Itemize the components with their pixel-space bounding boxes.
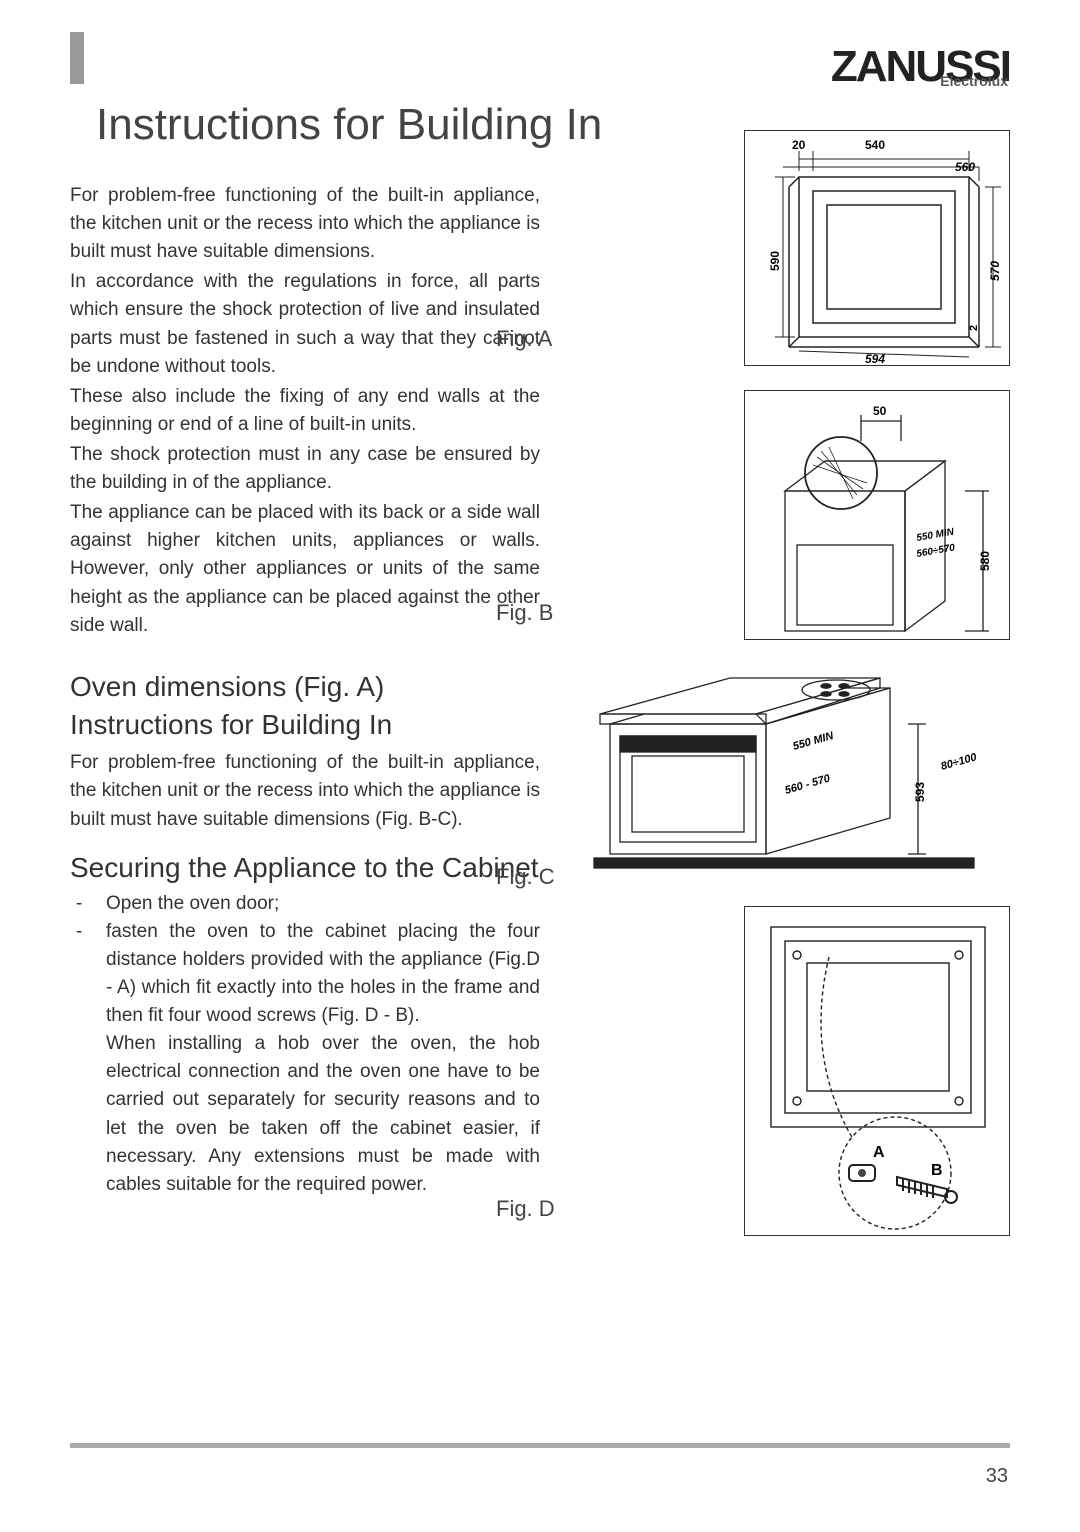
figure-b: Fig. B (580, 390, 1010, 640)
dim-c-560: 560 - 570 (784, 772, 833, 797)
figure-b-diagram: 50 550 MIN 560÷570 580 (745, 391, 1011, 641)
para-4: The shock protection must in any case be… (70, 441, 540, 497)
label-b: B (931, 1162, 943, 1179)
para-6: For problem-free functioning of the buil… (70, 749, 540, 833)
dim-c-550: 550 MIN (792, 730, 836, 753)
dim-c-80: 80÷100 (940, 751, 979, 773)
figures-column: Fig. A (580, 130, 1010, 1260)
figure-c: Fig. C (580, 664, 1010, 882)
list-item-2: fasten the oven to the cabinet placing t… (70, 918, 540, 1030)
dim-594: 594 (865, 352, 885, 366)
page-title: Instructions for Building In (96, 100, 602, 150)
dim-550min: 550 MIN (916, 526, 956, 544)
dim-560: 560 (955, 160, 975, 174)
subheading-line1: Oven dimensions (Fig. A) (70, 668, 540, 706)
figure-d: Fig. D (580, 906, 1010, 1236)
para-5: The appliance can be placed with its bac… (70, 499, 540, 640)
dim-590: 590 (768, 251, 782, 271)
securing-list: Open the oven door; fasten the oven to t… (70, 890, 540, 1031)
dim-20: 20 (792, 138, 806, 152)
dim-50: 50 (873, 404, 887, 418)
figure-d-diagram: A B (745, 907, 1011, 1237)
dim-570: 570 (988, 261, 1002, 281)
subheading-securing: Securing the Appliance to the Cabinet (70, 852, 540, 884)
page-number: 33 (986, 1465, 1008, 1488)
para-2: In accordance with the regulations in fo… (70, 268, 540, 380)
label-a: A (873, 1144, 885, 1161)
subheading-line2: Instructions for Building In (70, 706, 540, 744)
main-text-column: For problem-free functioning of the buil… (70, 182, 540, 1199)
dim-560-570: 560÷570 (916, 542, 957, 560)
dim-580: 580 (978, 551, 992, 571)
brand-sub: Electrolux (940, 73, 1008, 89)
list-item-2-cont: When installing a hob over the oven, the… (70, 1030, 540, 1199)
bottom-rule (70, 1443, 1010, 1448)
list-item-1: Open the oven door; (70, 890, 540, 918)
dim-540: 540 (865, 138, 885, 152)
subheading-oven-dims: Oven dimensions (Fig. A) Instructions fo… (70, 668, 540, 744)
figure-a-label: Fig. A (496, 326, 552, 352)
dim-c-593: 593 (913, 782, 927, 802)
brand-logo: ZANUSSI Electrolux (831, 42, 1010, 92)
figure-a: Fig. A (580, 130, 1010, 366)
figure-a-diagram: 20 540 560 590 570 594 2 (745, 131, 1011, 367)
para-1: For problem-free functioning of the buil… (70, 182, 540, 266)
figure-d-label: Fig. D (496, 1196, 555, 1222)
para-3: These also include the fixing of any end… (70, 383, 540, 439)
figure-c-diagram: 550 MIN 560 - 570 593 80÷100 (580, 664, 1010, 882)
dim-2: 2 (968, 325, 980, 331)
figure-b-label: Fig. B (496, 600, 553, 626)
figure-c-label: Fig. C (496, 864, 555, 890)
top-accent-bar (70, 32, 84, 84)
